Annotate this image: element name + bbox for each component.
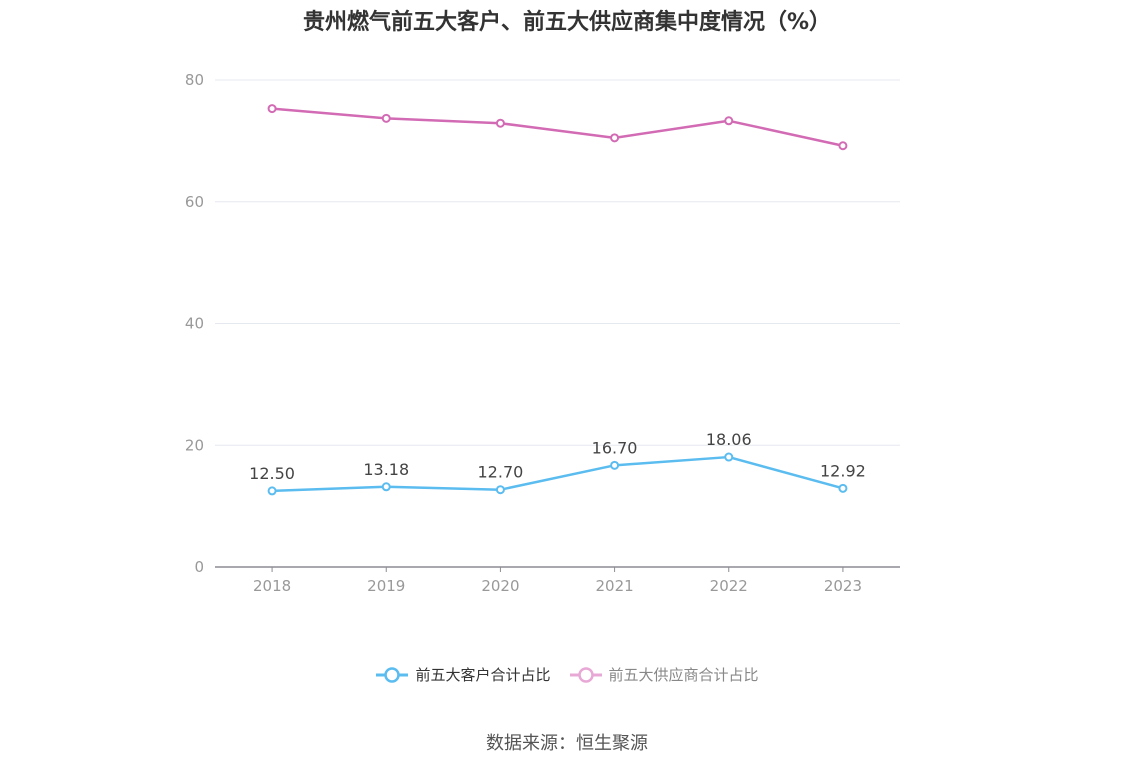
x-tick-label-2023: 2023 <box>824 577 862 595</box>
series-1 <box>267 104 848 151</box>
data-point-0-2022 <box>724 452 734 462</box>
data-source: 数据来源：恒生聚源 <box>486 733 648 754</box>
legend-item-customers[interactable]: 前五大客户合计占比 <box>375 664 551 685</box>
x-tick-label-2021: 2021 <box>595 577 633 595</box>
series-line-0 <box>272 455 844 493</box>
y-axis: 0 20 40 60 80 <box>185 71 204 576</box>
legend-label-suppliers: 前五大供应商合计占比 <box>608 666 759 684</box>
line-chart: 0 20 40 60 80 2018 2019 2020 2021 2022 2023 12.50… <box>185 71 900 595</box>
data-point-0-2018 <box>267 486 277 496</box>
data-point-0-2020 <box>495 485 505 495</box>
data-point-1-2023 <box>838 141 848 151</box>
x-tick-label-2020: 2020 <box>481 577 519 595</box>
x-tick-label-2018: 2018 <box>253 577 291 595</box>
legend-swatch-suppliers-icon <box>569 666 602 683</box>
data-label-0-2022: 18.06 <box>706 430 752 449</box>
y-tick-label-20: 20 <box>185 436 204 454</box>
data-point-1-2019 <box>381 113 391 123</box>
y-tick-label-40: 40 <box>185 315 204 333</box>
series-0: 12.50 13.18 12.70 16.70 18.06 12.92 <box>249 430 866 496</box>
series-line-1 <box>271 107 844 147</box>
x-tick-label-2022: 2022 <box>710 577 748 595</box>
data-label-0-2023: 12.92 <box>820 461 866 480</box>
y-tick-label-0: 0 <box>194 558 204 576</box>
data-point-0-2023 <box>838 483 848 493</box>
legend-item-suppliers[interactable]: 前五大供应商合计占比 <box>569 664 759 685</box>
data-point-1-2021 <box>610 133 620 143</box>
data-point-1-2018 <box>267 104 277 114</box>
chart-title: 贵州燃气前五大客户、前五大供应商集中度情况（%） <box>302 10 832 35</box>
data-point-1-2022 <box>724 116 734 126</box>
y-tick-label-80: 80 <box>185 71 204 89</box>
legend-swatch-customers-icon <box>376 666 409 683</box>
data-point-1-2020 <box>495 118 505 128</box>
data-label-0-2019: 13.18 <box>363 460 409 479</box>
grid-lines <box>215 79 900 446</box>
data-point-0-2021 <box>610 460 620 470</box>
legend: 前五大客户合计占比 前五大供应商合计占比 <box>0 664 1134 685</box>
legend-label-customers: 前五大客户合计占比 <box>415 666 551 684</box>
x-axis: 2018 2019 2020 2021 2022 2023 <box>215 566 900 595</box>
y-tick-label-60: 60 <box>185 193 204 211</box>
data-label-0-2018: 12.50 <box>249 464 295 483</box>
x-tick-label-2019: 2019 <box>367 577 405 595</box>
series-layer: 12.50 13.18 12.70 16.70 18.06 12.92 <box>249 104 866 496</box>
data-label-0-2020: 12.70 <box>478 463 524 482</box>
data-point-0-2019 <box>381 482 391 492</box>
data-label-0-2021: 16.70 <box>592 438 638 457</box>
